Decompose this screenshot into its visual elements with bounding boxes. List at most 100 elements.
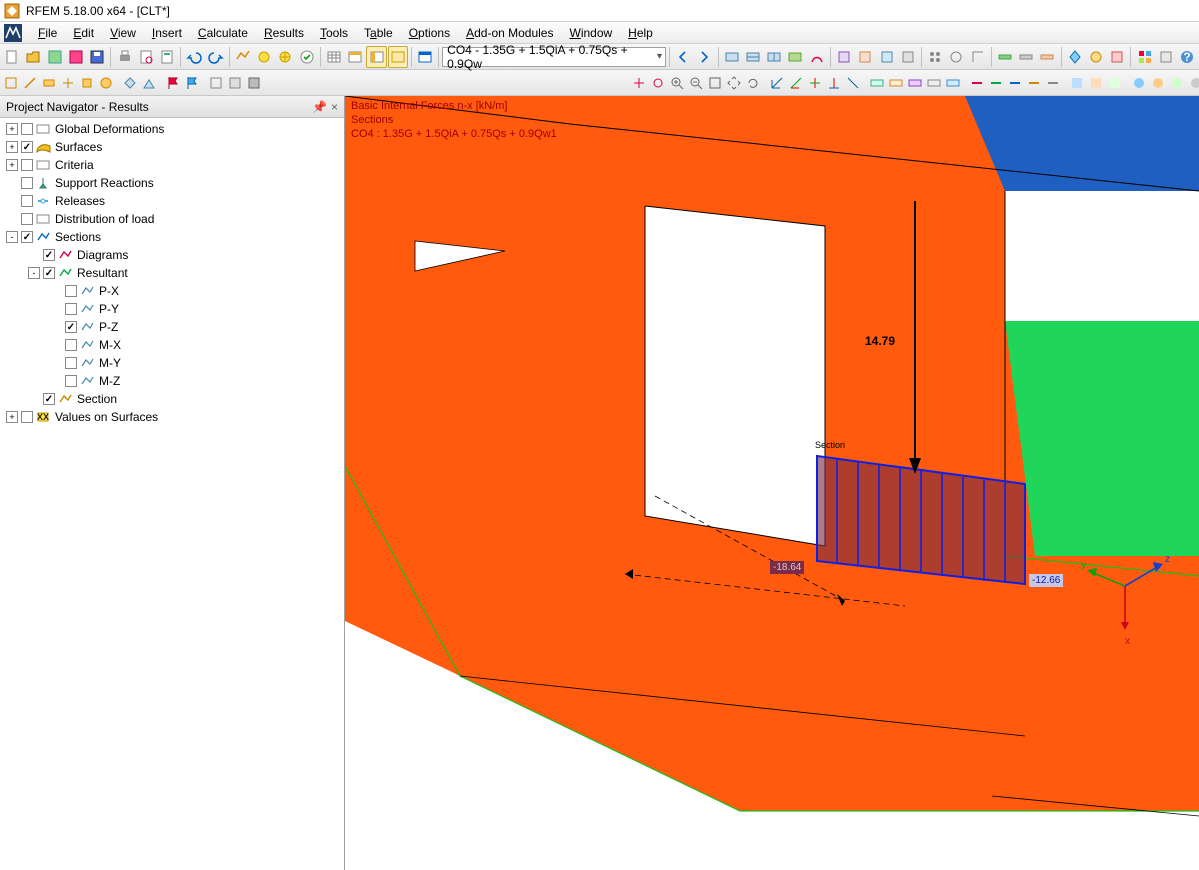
tb-g7-icon[interactable] [968, 46, 988, 68]
tb2-d3-icon[interactable] [1106, 72, 1124, 94]
tb2-m1-icon[interactable] [868, 72, 886, 94]
tb-open-icon[interactable] [23, 46, 43, 68]
menu-window[interactable]: Window [561, 26, 620, 40]
tree-item-p-z[interactable]: P-Z [0, 318, 344, 336]
tb-print-icon[interactable] [114, 46, 134, 68]
tree-checkbox[interactable] [43, 249, 55, 261]
navigator-pin-icon[interactable]: 📌 [312, 100, 327, 114]
tb-g4-icon[interactable] [898, 46, 918, 68]
tree-item-surfaces[interactable]: +Surfaces [0, 138, 344, 156]
tb-help-icon[interactable]: ? [1177, 46, 1197, 68]
tb-close-icon[interactable] [66, 46, 86, 68]
tb2-flag-icon[interactable] [164, 72, 182, 94]
tb-next-icon[interactable] [694, 46, 714, 68]
tb2-zoomout-icon[interactable] [687, 72, 705, 94]
menu-calculate[interactable]: Calculate [190, 26, 256, 40]
tree-item-m-x[interactable]: M-X [0, 336, 344, 354]
tb-g2-icon[interactable] [855, 46, 875, 68]
tb-report-icon[interactable] [157, 46, 177, 68]
tb-table4-icon[interactable] [388, 46, 408, 68]
tb2-3-icon[interactable] [40, 72, 58, 94]
tb-v2-icon[interactable] [743, 46, 763, 68]
tb-dialog-icon[interactable] [415, 46, 435, 68]
menu-insert[interactable]: Insert [144, 26, 190, 40]
tb2-7-icon[interactable] [121, 72, 139, 94]
tb2-d1-icon[interactable] [1068, 72, 1086, 94]
tree-checkbox[interactable] [65, 357, 77, 369]
tree-checkbox[interactable] [65, 285, 77, 297]
tb2-r1-icon[interactable] [968, 72, 986, 94]
tb2-e2-icon[interactable] [1149, 72, 1167, 94]
tb2-s1-icon[interactable] [207, 72, 225, 94]
tb-prev-icon[interactable] [673, 46, 693, 68]
navigator-close-icon[interactable]: × [331, 100, 338, 114]
tb-g15-icon[interactable] [1156, 46, 1176, 68]
tree-checkbox[interactable] [21, 195, 33, 207]
tree-toggle-icon[interactable]: - [6, 231, 18, 243]
tb2-e4-icon[interactable] [1187, 72, 1199, 94]
tree-item-section[interactable]: Section [0, 390, 344, 408]
tb2-s2-icon[interactable] [226, 72, 244, 94]
tb-g10-icon[interactable] [1037, 46, 1057, 68]
tb-redo-icon[interactable] [206, 46, 226, 68]
tree-toggle-icon[interactable]: + [6, 123, 18, 135]
tb-table1-icon[interactable] [324, 46, 344, 68]
tree-item-p-x[interactable]: P-X [0, 282, 344, 300]
tb-g12-icon[interactable] [1086, 46, 1106, 68]
tb-g14-icon[interactable] [1134, 46, 1154, 68]
tree-item-m-z[interactable]: M-Z [0, 372, 344, 390]
tb-g3-icon[interactable] [876, 46, 896, 68]
navigator-tree[interactable]: +Global Deformations+Surfaces+CriteriaSu… [0, 118, 344, 870]
viewport-3d[interactable]: Basic Internal Forces n-x [kN/m] Section… [345, 96, 1199, 870]
tb2-m4-icon[interactable] [925, 72, 943, 94]
tb-calc-icon[interactable] [233, 46, 253, 68]
tb2-r5-icon[interactable] [1044, 72, 1062, 94]
tb-table2-icon[interactable] [345, 46, 365, 68]
tree-item-resultant[interactable]: -Resultant [0, 264, 344, 282]
tb-table3-icon[interactable] [366, 46, 386, 68]
tb2-8-icon[interactable] [140, 72, 158, 94]
tree-item-releases[interactable]: Releases [0, 192, 344, 210]
tb2-ax2-icon[interactable] [787, 72, 805, 94]
tb-calcall-icon[interactable] [254, 46, 274, 68]
tree-checkbox[interactable] [21, 411, 33, 423]
tree-item-global-deformations[interactable]: +Global Deformations [0, 120, 344, 138]
menu-tools[interactable]: Tools [312, 26, 356, 40]
tree-item-values-on-surfaces[interactable]: +xxValues on Surfaces [0, 408, 344, 426]
tree-checkbox[interactable] [21, 159, 33, 171]
tb2-5-icon[interactable] [78, 72, 96, 94]
tb2-e3-icon[interactable] [1168, 72, 1186, 94]
tree-checkbox[interactable] [65, 303, 77, 315]
tb2-a1-icon[interactable] [630, 72, 648, 94]
tb2-r3-icon[interactable] [1006, 72, 1024, 94]
tree-checkbox[interactable] [21, 213, 33, 225]
menu-view[interactable]: View [102, 26, 144, 40]
tb2-2-icon[interactable] [21, 72, 39, 94]
tb2-m2-icon[interactable] [887, 72, 905, 94]
tb2-6-icon[interactable] [97, 72, 115, 94]
tb2-s3-icon[interactable] [245, 72, 263, 94]
tb2-e1-icon[interactable] [1130, 72, 1148, 94]
tb-v4-icon[interactable] [785, 46, 805, 68]
tree-checkbox[interactable] [21, 231, 33, 243]
tb-printprev-icon[interactable] [136, 46, 156, 68]
tb-save-icon[interactable] [87, 46, 107, 68]
tree-checkbox[interactable] [21, 141, 33, 153]
tree-item-sections[interactable]: -Sections [0, 228, 344, 246]
tree-checkbox[interactable] [21, 123, 33, 135]
tree-item-support-reactions[interactable]: Support Reactions [0, 174, 344, 192]
tree-toggle-icon[interactable]: + [6, 411, 18, 423]
tree-checkbox[interactable] [65, 339, 77, 351]
tree-toggle-icon[interactable]: + [6, 159, 18, 171]
load-combo-select[interactable]: CO4 - 1.35G + 1.5QiA + 0.75Qs + 0.9Qw [442, 47, 666, 67]
tb-v1-icon[interactable] [721, 46, 741, 68]
tb2-pan-icon[interactable] [725, 72, 743, 94]
menu-edit[interactable]: Edit [65, 26, 102, 40]
tree-toggle-icon[interactable]: - [28, 267, 40, 279]
tb-g13-icon[interactable] [1107, 46, 1127, 68]
tb2-ax1-icon[interactable] [768, 72, 786, 94]
tb-g11-icon[interactable] [1065, 46, 1085, 68]
menu-options[interactable]: Options [401, 26, 458, 40]
tb2-flag2-icon[interactable] [183, 72, 201, 94]
tree-checkbox[interactable] [21, 177, 33, 189]
